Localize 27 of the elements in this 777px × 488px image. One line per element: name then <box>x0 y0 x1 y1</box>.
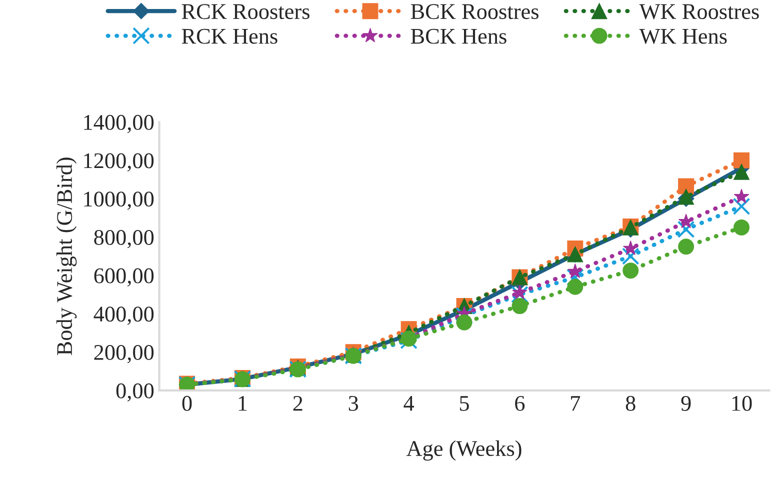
legend-label: BCK Roostres <box>410 4 538 20</box>
y-tick-label: 800,00 <box>94 230 154 248</box>
x-tick-label: 10 <box>732 396 752 411</box>
x-axis-title: Age (Weeks) <box>406 440 522 461</box>
y-tick-label: 1000,00 <box>84 192 154 210</box>
y-tick-label: 200,00 <box>94 344 154 364</box>
legend-label: WK Roostres <box>639 4 759 20</box>
x-tick-label: 1 <box>238 396 247 411</box>
x-tick-label: 3 <box>348 396 358 411</box>
legend-label: RCK Roosters <box>182 4 310 20</box>
legend-label: BCK Hens <box>410 28 506 44</box>
legend-label: RCK Hens <box>182 28 278 44</box>
x-tick-label: 8 <box>626 396 636 411</box>
legend-label: WK Hens <box>639 29 727 44</box>
x-tick-label: 5 <box>460 396 469 411</box>
x-tick-label: 7 <box>571 396 580 411</box>
y-tick-label: 600,00 <box>94 268 154 286</box>
x-tick-label: 6 <box>515 396 525 411</box>
y-tick-label: 0,00 <box>116 383 154 402</box>
y-tick-label: 1400,00 <box>84 114 154 134</box>
x-tick-label: 4 <box>404 396 414 411</box>
y-tick-label: 400,00 <box>94 306 154 325</box>
x-tick-label: 2 <box>293 396 302 411</box>
x-tick-label: 9 <box>681 396 691 411</box>
x-tick-label: 0 <box>182 396 192 411</box>
y-axis-title: Body Weight (G/Bird) <box>56 158 77 356</box>
y-tick-label: 1200,00 <box>84 153 154 172</box>
